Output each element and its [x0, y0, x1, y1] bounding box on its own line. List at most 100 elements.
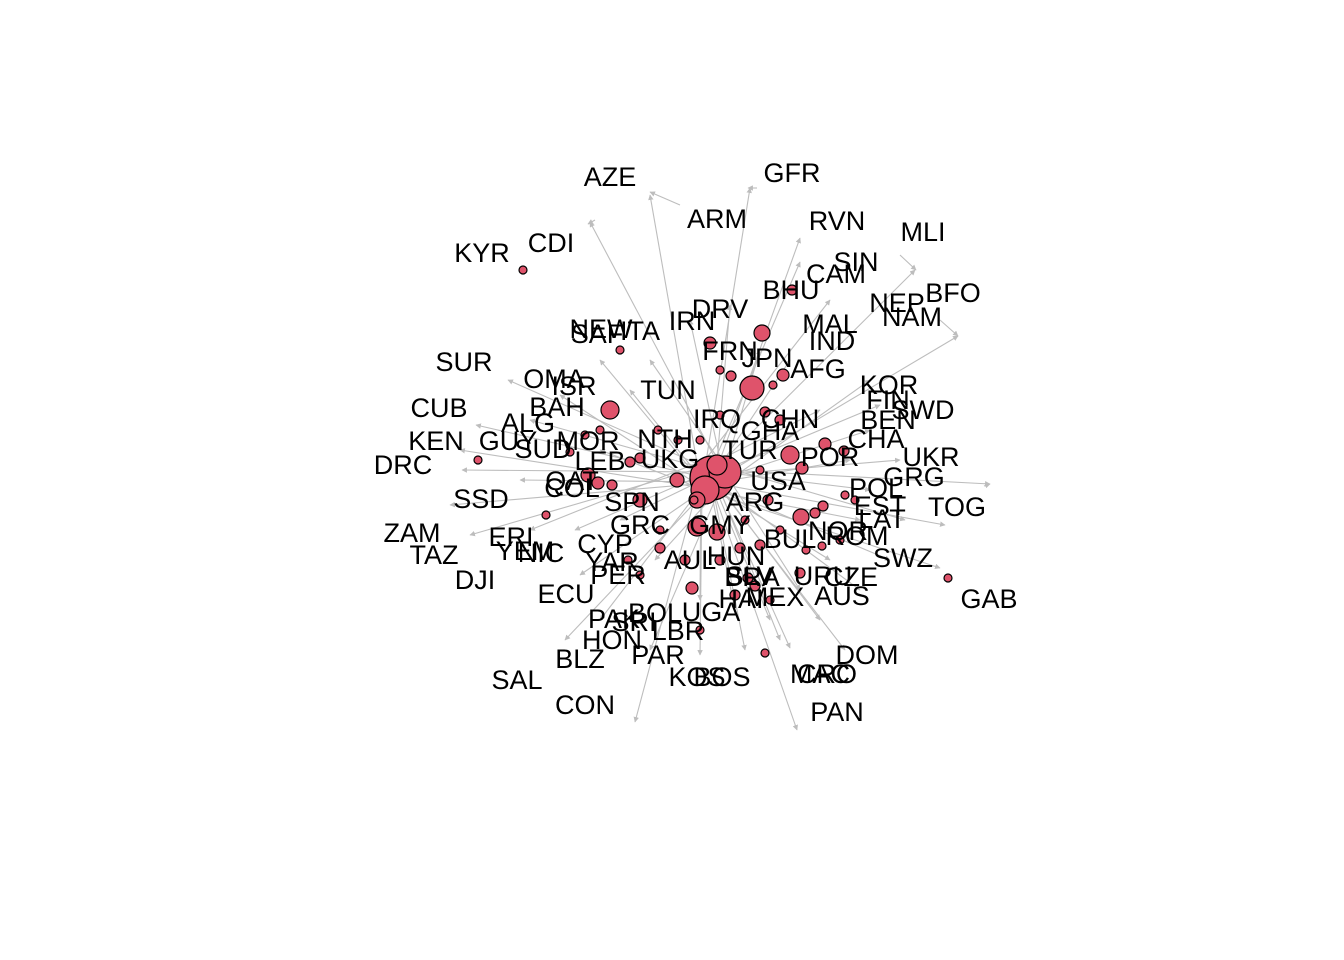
node-label-eri: ERI	[488, 522, 533, 552]
node-label-cze: CZE	[824, 562, 878, 592]
node-label-fin: FIN	[866, 385, 910, 415]
graph-node	[634, 452, 646, 464]
node-label-swz: SWZ	[873, 543, 933, 573]
node-label-aze: AZE	[584, 162, 637, 192]
graph-node	[708, 523, 726, 541]
graph-node	[762, 494, 774, 506]
graph-node	[635, 570, 645, 580]
node-label-mac: MAC	[790, 659, 850, 689]
node-label-kor: KOR	[860, 370, 919, 400]
node-label-tun: TUN	[640, 375, 696, 405]
node-label-arg: ARG	[726, 487, 785, 517]
node-label-qat: QAT	[545, 466, 599, 496]
graph-node	[673, 435, 683, 445]
graph-node	[794, 567, 806, 579]
graph-node	[715, 410, 725, 420]
graph-node	[840, 490, 850, 500]
node-label-ssd: SSD	[453, 484, 509, 514]
node-label-ecu: ECU	[537, 579, 594, 609]
graph-edge	[723, 379, 871, 485]
node-label-cro: CRO	[797, 659, 857, 689]
node-label-gha: GHA	[741, 416, 800, 446]
node-label-con: CON	[555, 690, 615, 720]
graph-node	[473, 455, 483, 465]
node-label-yar: YAR	[585, 547, 639, 577]
graph-edge	[983, 482, 991, 489]
graph-edge	[717, 269, 916, 467]
node-label-afg: AFG	[790, 354, 846, 384]
node-label-grg: GRG	[883, 462, 945, 492]
node-label-hon: HON	[582, 625, 642, 655]
node-label-nam: NAM	[882, 302, 942, 332]
graph-edge	[629, 389, 704, 482]
node-label-bra: BRA	[724, 562, 780, 592]
graph-node	[755, 465, 765, 475]
node-label-cam: CAM	[806, 259, 866, 289]
node-label-spn: SPN	[604, 487, 660, 517]
node-label-frn: FRN	[702, 336, 758, 366]
graph-edge	[599, 359, 700, 480]
graph-edge	[449, 482, 708, 508]
graph-node	[817, 541, 827, 551]
node-label-bah: BAH	[529, 392, 585, 422]
node-label-gmy: GMY	[689, 510, 751, 540]
graph-node	[580, 467, 596, 483]
graph-node	[760, 648, 770, 658]
graph-edge	[529, 418, 714, 472]
node-label-nic: NIC	[518, 538, 565, 568]
graph-edge	[721, 467, 801, 591]
node-label-kos: KOS	[668, 662, 725, 692]
graph-node	[565, 447, 575, 457]
node-label-ita: ITA	[620, 316, 660, 346]
graph-edge	[529, 462, 698, 531]
node-label-irn: IRN	[669, 306, 716, 336]
node-label-isr: ISR	[551, 371, 596, 401]
graph-node	[775, 525, 785, 535]
node-label-leb: LEB	[574, 446, 625, 476]
node-label-sal: SAL	[491, 665, 542, 695]
node-label-ukg: UKG	[641, 444, 700, 474]
node-label-nth: NTH	[637, 424, 693, 454]
graph-node	[541, 510, 551, 520]
node-label-zam: ZAM	[384, 518, 441, 548]
graph-edge	[700, 299, 831, 466]
node-label-pol: POL	[849, 473, 903, 503]
graph-edge	[705, 489, 861, 522]
node-label-tog: TOG	[928, 492, 986, 522]
graph-edge	[461, 467, 701, 473]
node-label-cdi: CDI	[528, 228, 575, 258]
node-label-hun: HUN	[707, 541, 766, 571]
node-label-oma: OMA	[523, 364, 585, 394]
graph-node	[654, 542, 666, 554]
graph-node	[685, 581, 699, 595]
graph-node	[655, 525, 665, 535]
graph-node	[687, 517, 707, 537]
graph-edge	[899, 254, 917, 271]
node-label-bhu: BHU	[762, 275, 819, 305]
node-label-per: PER	[590, 560, 646, 590]
node-label-alg: ALG	[501, 408, 555, 438]
graph-edge	[719, 458, 851, 483]
node-label-dom: DOM	[836, 640, 899, 670]
graph-edge	[648, 194, 698, 464]
node-label-swd: SWD	[892, 395, 955, 425]
node-label-taz: TAZ	[410, 540, 459, 570]
node-label-cub: CUB	[410, 393, 467, 423]
graph-node	[774, 414, 786, 426]
node-label-uru: URU	[794, 561, 853, 591]
graph-node	[595, 425, 605, 435]
node-label-nep: NEP	[869, 288, 925, 318]
graph-node	[780, 445, 800, 465]
node-label-mex: MEX	[746, 582, 805, 612]
node-label-irq: IRQ	[693, 404, 741, 434]
graph-node	[615, 345, 625, 355]
graph-edge	[710, 237, 801, 486]
node-label-slv: SLV	[725, 561, 774, 591]
graph-node	[600, 400, 620, 420]
graph-node	[792, 508, 810, 526]
graph-node	[753, 324, 771, 342]
node-label-par: PAR	[631, 640, 685, 670]
node-label-blz: BLZ	[555, 644, 605, 674]
graph-node	[768, 380, 778, 390]
